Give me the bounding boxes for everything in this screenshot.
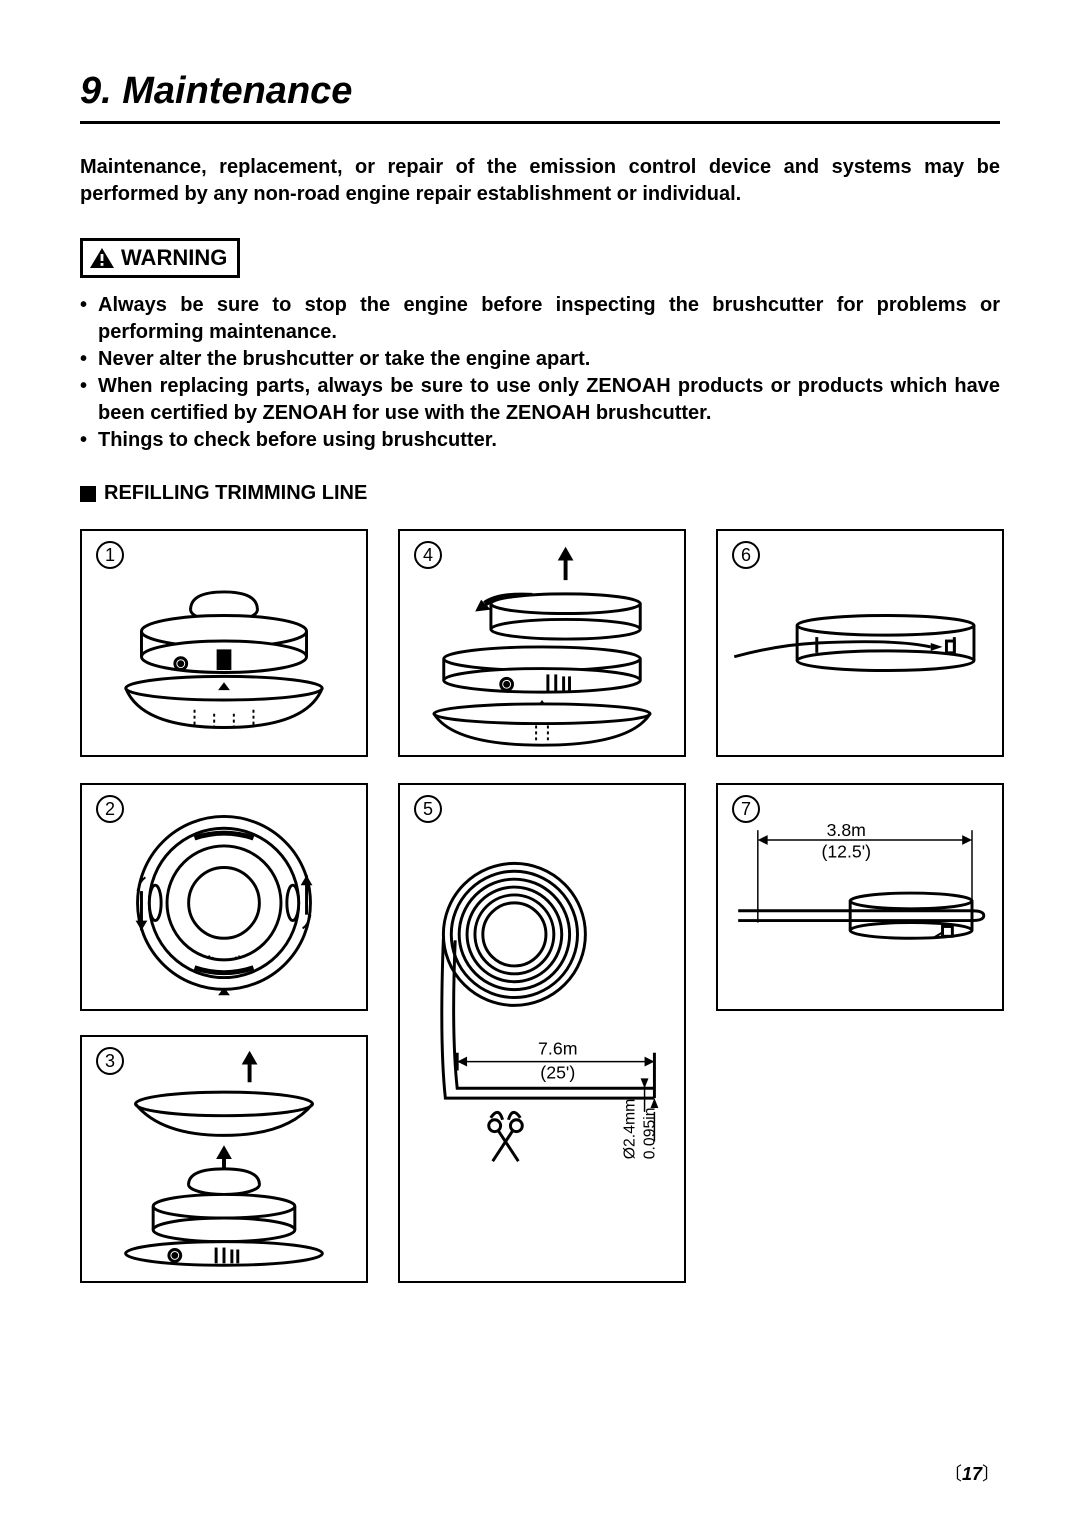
svg-text:0.095in: 0.095in: [641, 1107, 658, 1159]
figure-grid: 1 4: [80, 529, 1000, 1283]
figure-6: 6: [716, 529, 1004, 757]
warning-item: Things to check before using brushcutter…: [80, 427, 1000, 454]
figure-1-diagram: [82, 531, 366, 755]
square-bullet-icon: [80, 486, 96, 502]
figure-3: 3: [80, 1035, 368, 1283]
warning-item: When replacing parts, always be sure to …: [80, 373, 1000, 427]
page-title: 9. Maintenance: [80, 70, 1000, 113]
svg-text:(12.5'): (12.5'): [821, 842, 871, 862]
figure-1: 1: [80, 529, 368, 757]
svg-text:3.8m: 3.8m: [827, 820, 866, 840]
warning-list: Always be sure to stop the engine before…: [80, 292, 1000, 454]
figure-5-diagram: 7.6m (25') Ø2.4mm 0.095in: [400, 785, 684, 1281]
figure-7: 7 3.8m (12.5'): [716, 783, 1004, 1011]
warning-item: Always be sure to stop the engine before…: [80, 292, 1000, 346]
warning-box: WARNING: [80, 238, 240, 278]
svg-text:7.6m: 7.6m: [538, 1039, 577, 1059]
figure-2: 2: [80, 783, 368, 1011]
figure-4: 4: [398, 529, 686, 757]
warning-icon: [89, 247, 115, 269]
figure-4-diagram: [400, 531, 684, 755]
figure-6-diagram: [718, 531, 1002, 755]
svg-text:(25'): (25'): [540, 1062, 575, 1082]
warning-item: Never alter the brushcutter or take the …: [80, 346, 1000, 373]
warning-label: WARNING: [121, 245, 227, 271]
page-number: 〔17〕: [944, 1460, 1000, 1486]
svg-text:Ø2.4mm: Ø2.4mm: [622, 1099, 639, 1159]
section-heading-text: REFILLING TRIMMING LINE: [104, 482, 367, 505]
figure-2-diagram: [82, 785, 366, 1009]
figure-7-diagram: 3.8m (12.5'): [718, 785, 1002, 1009]
intro-paragraph: Maintenance, replacement, or repair of t…: [80, 154, 1000, 208]
figure-5: 5 7.6m (25'): [398, 783, 686, 1283]
figure-3-diagram: [82, 1037, 366, 1281]
section-heading: REFILLING TRIMMING LINE: [80, 482, 1000, 505]
